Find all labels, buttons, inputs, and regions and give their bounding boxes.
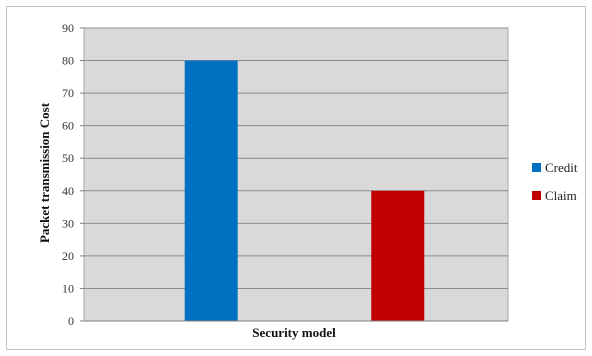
y-tick-label: 20: [62, 249, 74, 263]
y-axis-label: Packet transmission Cost: [37, 102, 52, 243]
legend-label-claim: Claim: [545, 188, 577, 203]
y-tick-label: 60: [62, 119, 74, 133]
y-tick-label: 50: [62, 151, 74, 165]
legend-swatch-claim: [532, 191, 541, 200]
bar-claim: [371, 190, 425, 321]
y-tick-label: 40: [62, 184, 74, 198]
y-tick-label: 80: [62, 54, 74, 68]
y-tick-label: 70: [62, 86, 74, 100]
x-axis-label: Security model: [252, 325, 336, 340]
legend-swatch-credit: [532, 163, 541, 172]
y-tick-label: 90: [62, 21, 74, 35]
y-tick-label: 30: [62, 216, 74, 230]
plot-area: [83, 27, 509, 322]
legend-label-credit: Credit: [545, 160, 578, 175]
bar-credit: [184, 60, 238, 322]
legend: Credit Claim: [532, 160, 578, 203]
y-tick-label: 10: [62, 281, 74, 295]
y-tick-label: 0: [68, 314, 74, 328]
